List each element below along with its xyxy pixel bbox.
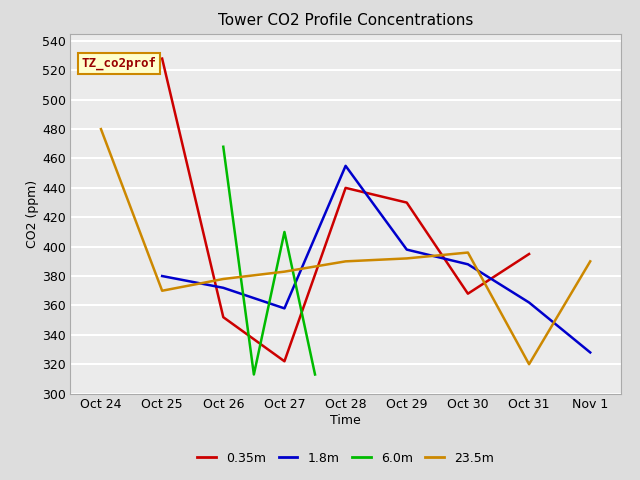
X-axis label: Time: Time <box>330 414 361 427</box>
Y-axis label: CO2 (ppm): CO2 (ppm) <box>26 180 40 248</box>
Legend: 0.35m, 1.8m, 6.0m, 23.5m: 0.35m, 1.8m, 6.0m, 23.5m <box>193 447 499 469</box>
Text: TZ_co2prof: TZ_co2prof <box>81 57 156 70</box>
Title: Tower CO2 Profile Concentrations: Tower CO2 Profile Concentrations <box>218 13 474 28</box>
